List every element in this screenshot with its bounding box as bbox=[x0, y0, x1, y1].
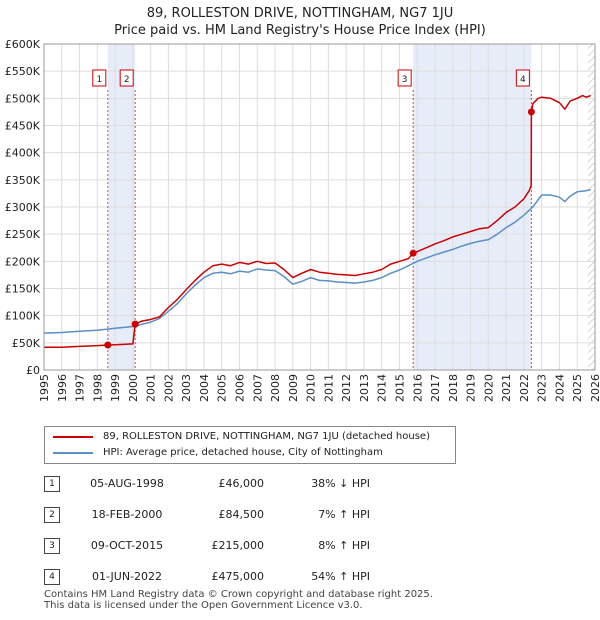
x-tick-label: 1999 bbox=[109, 374, 122, 402]
sale-point bbox=[104, 341, 112, 349]
x-tick-label: 2003 bbox=[180, 374, 193, 402]
x-tick-label: 2026 bbox=[589, 374, 600, 402]
x-tick-label: 2006 bbox=[234, 374, 247, 402]
y-tick-label: £550K bbox=[5, 65, 41, 78]
sale-marker-2: 2 bbox=[119, 69, 134, 87]
x-tick-label: 2018 bbox=[447, 374, 460, 402]
y-tick-label: £600K bbox=[5, 38, 41, 51]
x-tick-label: 2019 bbox=[465, 374, 478, 402]
legend-property-swatch bbox=[53, 436, 93, 438]
x-tick-label: 2016 bbox=[411, 374, 424, 402]
hpi-line bbox=[43, 188, 591, 334]
transaction-hpi: 8% ↑ HPI bbox=[318, 539, 370, 552]
y-tick-label: £400K bbox=[5, 147, 41, 160]
x-tick-label: 2010 bbox=[305, 374, 318, 402]
y-tick-label: £450K bbox=[5, 120, 41, 133]
sale-marker-box bbox=[119, 69, 134, 87]
transaction-number: 3 bbox=[44, 538, 60, 554]
x-tick-label: 1995 bbox=[38, 374, 51, 402]
footer-licence: This data is licensed under the Open Gov… bbox=[44, 600, 363, 611]
transaction-price: £46,000 bbox=[218, 477, 265, 490]
transaction-date: 18-FEB-2000 bbox=[91, 508, 163, 521]
y-tick-label: £150K bbox=[5, 283, 41, 296]
x-tick-label: 2013 bbox=[358, 374, 371, 402]
transaction-date: 01-JUN-2022 bbox=[91, 570, 163, 583]
transaction-date: 05-AUG-1998 bbox=[90, 477, 164, 490]
transaction-number: 1 bbox=[44, 476, 60, 492]
x-tick-label: 2017 bbox=[429, 374, 442, 402]
transaction-number: 4 bbox=[44, 569, 60, 585]
x-tick-label: 2021 bbox=[500, 374, 513, 402]
sale-marker-label: 4 bbox=[520, 75, 526, 85]
y-tick-label: £500K bbox=[5, 92, 41, 105]
x-tick-label: 2007 bbox=[251, 374, 264, 402]
y-tick-label: £250K bbox=[5, 228, 41, 241]
sale-marker-4: 4 bbox=[515, 69, 530, 87]
x-tick-label: 2005 bbox=[216, 374, 229, 402]
legend-hpi-swatch bbox=[53, 452, 93, 454]
transaction-number: 2 bbox=[44, 507, 60, 523]
y-tick-label: £300K bbox=[5, 201, 41, 214]
sale-point bbox=[527, 108, 535, 116]
transaction-price: £475,000 bbox=[211, 570, 265, 583]
x-tick-label: 2004 bbox=[198, 374, 211, 402]
transaction-hpi: 7% ↑ HPI bbox=[318, 508, 370, 521]
sale-point bbox=[131, 320, 139, 328]
x-tick-label: 2023 bbox=[536, 374, 549, 402]
footer-copyright: Contains HM Land Registry data © Crown c… bbox=[44, 589, 433, 600]
property-price-line bbox=[44, 94, 591, 348]
legend: 89, ROLLESTON DRIVE, NOTTINGHAM, NG7 1JU… bbox=[44, 426, 456, 464]
x-tick-label: 2002 bbox=[162, 374, 175, 402]
y-tick-label: £50K bbox=[12, 337, 41, 350]
legend-hpi-label: HPI: Average price, detached house, City… bbox=[103, 447, 383, 458]
table-row: 2 18-FEB-2000 £84,500 7% ↑ HPI bbox=[44, 507, 444, 523]
x-tick-label: 2011 bbox=[322, 374, 335, 402]
transaction-date: 09-OCT-2015 bbox=[90, 539, 164, 552]
sale-marker-1: 1 bbox=[92, 69, 107, 87]
y-tick-label: £200K bbox=[5, 255, 41, 268]
x-tick-label: 2009 bbox=[287, 374, 300, 402]
chart-subtitle: Price paid vs. HM Land Registry's House … bbox=[114, 23, 486, 38]
sale-marker-box bbox=[397, 69, 412, 87]
y-tick-label: £350K bbox=[5, 174, 41, 187]
x-tick-label: 1998 bbox=[91, 374, 104, 402]
y-tick-label: £0 bbox=[26, 364, 40, 377]
x-tick-label: 2024 bbox=[553, 374, 566, 402]
x-tick-label: 1996 bbox=[56, 374, 69, 402]
x-tick-label: 2015 bbox=[393, 374, 406, 402]
sale-marker-box bbox=[92, 69, 107, 87]
x-tick-label: 2008 bbox=[269, 374, 282, 402]
footer: Contains HM Land Registry data © Crown c… bbox=[44, 589, 433, 611]
x-tick-label: 1997 bbox=[74, 374, 87, 402]
legend-property-label: 89, ROLLESTON DRIVE, NOTTINGHAM, NG7 1JU… bbox=[103, 431, 430, 442]
table-row: 3 09-OCT-2015 £215,000 8% ↑ HPI bbox=[44, 538, 444, 554]
x-tick-label: 2025 bbox=[571, 374, 584, 402]
y-tick-label: £100K bbox=[5, 310, 41, 323]
x-tick-label: 2000 bbox=[127, 374, 140, 402]
x-tick-label: 2022 bbox=[518, 374, 531, 402]
sale-marker-box bbox=[515, 69, 530, 87]
x-tick-label: 2014 bbox=[376, 374, 389, 402]
transaction-hpi: 38% ↓ HPI bbox=[311, 477, 370, 490]
x-tick-label: 2020 bbox=[482, 374, 495, 402]
sale-marker-3: 3 bbox=[397, 69, 412, 87]
table-row: 4 01-JUN-2022 £475,000 54% ↑ HPI bbox=[44, 569, 444, 585]
x-tick-label: 2012 bbox=[340, 374, 353, 402]
transaction-hpi: 54% ↑ HPI bbox=[311, 570, 370, 583]
x-tick-label: 2001 bbox=[145, 374, 158, 402]
price-chart: 89, ROLLESTON DRIVE, NOTTINGHAM, NG7 1JU… bbox=[5, 6, 600, 402]
sale-marker-label: 3 bbox=[402, 75, 408, 85]
plot-area bbox=[43, 43, 596, 371]
chart-title: 89, ROLLESTON DRIVE, NOTTINGHAM, NG7 1JU bbox=[147, 6, 454, 21]
transaction-price: £215,000 bbox=[211, 539, 265, 552]
sale-marker-label: 2 bbox=[124, 75, 130, 85]
transaction-price: £84,500 bbox=[218, 508, 265, 521]
sale-marker-label: 1 bbox=[96, 75, 102, 85]
table-row: 1 05-AUG-1998 £46,000 38% ↓ HPI bbox=[44, 476, 444, 492]
sale-point bbox=[409, 249, 417, 257]
